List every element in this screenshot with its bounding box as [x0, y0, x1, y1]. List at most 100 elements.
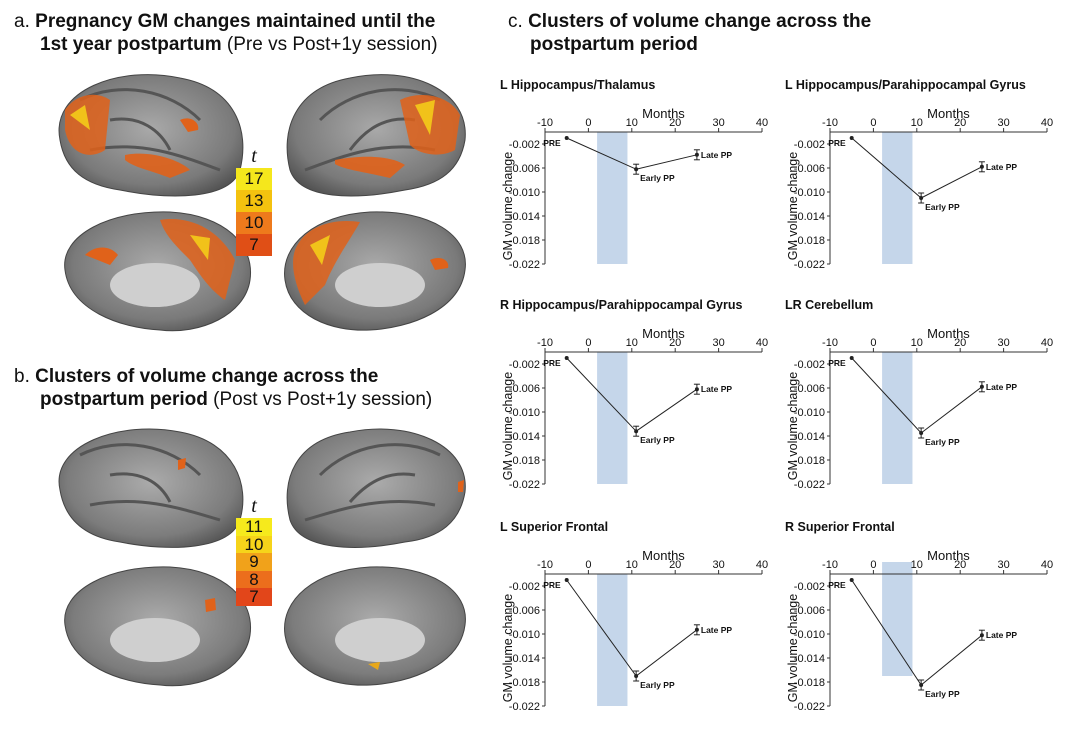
panel-a-scale-value: 10 [236, 212, 272, 234]
chart-svg: Months -10 0 10 20 30 40 -0.002 -0.006 -0.010 -0.0… [501, 548, 768, 713]
x-tick-label: 10 [911, 337, 923, 349]
point-label: Late PP [986, 382, 1018, 392]
x-tick-label: 0 [870, 337, 876, 349]
series-line [851, 357, 983, 434]
y-tick-label: -0.002 [794, 139, 825, 151]
y-tick-label: -0.014 [794, 211, 825, 223]
chart-svg: Months -10 0 10 20 30 40 -0.002 -0.006 -0.010 -0.0… [501, 106, 768, 271]
y-tick-label: -0.010 [509, 407, 540, 419]
data-point [694, 152, 699, 157]
y-tick-label: -0.022 [794, 701, 825, 713]
shaded-period [597, 352, 628, 484]
panel-b-title: b. Clusters of volume change across the … [14, 365, 432, 411]
data-point [634, 674, 639, 678]
x-axis-label: Months [642, 106, 685, 121]
chart-r-hippocampus-parahippocampal: R Hippocampus/Parahippocampal Gyrus Month… [500, 298, 770, 498]
data-point [849, 356, 854, 360]
x-tick-label: 40 [756, 337, 768, 349]
panel-c-title: c. Clusters of volume change across the … [508, 10, 871, 56]
series-line [566, 137, 698, 170]
data-point [694, 627, 699, 632]
series-line [566, 357, 698, 432]
x-axis-label: Months [642, 548, 685, 563]
x-tick-label: 30 [997, 337, 1009, 349]
x-tick-label: 0 [870, 117, 876, 129]
panel-b-title-bold2: postpartum period [40, 389, 208, 410]
x-tick-label: 40 [756, 559, 768, 571]
y-tick-label: -0.002 [509, 581, 540, 593]
x-tick-label: 40 [756, 117, 768, 129]
point-label: Late PP [986, 630, 1018, 640]
data-point [634, 167, 639, 172]
shaded-period [882, 562, 913, 676]
chart-l-hippocampus-parahippocampal: L Hippocampus/Parahippocampal Gyrus Month… [785, 78, 1055, 278]
panel-b-scale-value: 7 [236, 588, 272, 606]
chart-svg: Months -10 0 10 20 30 40 -0.002 -0.006 -0.010 -0.0… [501, 326, 768, 491]
x-tick-label: 40 [1041, 559, 1053, 571]
y-axis-label: GM volume change [786, 594, 800, 702]
x-tick-label: 30 [997, 117, 1009, 129]
chart-title: L Hippocampus/Parahippocampal Gyrus [785, 78, 1026, 92]
data-point [849, 578, 854, 582]
y-axis-label: GM volume change [501, 594, 515, 702]
x-axis-label: Months [927, 548, 970, 563]
series-line [566, 579, 698, 677]
x-tick-label: 20 [669, 117, 681, 129]
y-tick-label: -0.022 [509, 259, 540, 271]
y-tick-label: -0.014 [509, 211, 540, 223]
y-tick-label: -0.010 [794, 629, 825, 641]
shaded-period [597, 132, 628, 264]
point-label: Early PP [925, 202, 960, 212]
x-tick-label: 20 [669, 337, 681, 349]
x-tick-label: 0 [870, 559, 876, 571]
point-label: Late PP [701, 625, 733, 635]
point-label: PRE [828, 358, 846, 368]
x-tick-label: 40 [1041, 337, 1053, 349]
y-tick-label: -0.018 [509, 677, 540, 689]
chart-lr-cerebellum: LR Cerebellum Months -10 0 10 20 30 40 -0.002 -0.… [785, 298, 1055, 498]
y-tick-label: -0.018 [509, 455, 540, 467]
y-tick-label: -0.002 [509, 359, 540, 371]
data-point [919, 431, 924, 435]
x-tick-label: -10 [822, 117, 838, 129]
y-tick-label: -0.018 [509, 235, 540, 247]
chart-title: R Hippocampus/Parahippocampal Gyrus [500, 298, 743, 312]
y-tick-label: -0.018 [794, 235, 825, 247]
panel-a-brain-renders [50, 60, 480, 345]
panel-c-title-bold: Clusters of volume change across the [528, 11, 872, 32]
y-tick-label: -0.010 [509, 187, 540, 199]
point-label: PRE [828, 138, 846, 148]
point-label: PRE [543, 580, 561, 590]
panel-b-brain-image [58, 428, 466, 687]
panel-b-title-bold: Clusters of volume change across the [35, 366, 379, 387]
panel-a-title-bold2: 1st year postpartum [40, 34, 222, 55]
y-tick-label: -0.006 [509, 605, 540, 617]
chart-svg: Months -10 0 10 20 30 40 -0.002 -0.006 -0.010 -0.0… [786, 548, 1053, 713]
x-tick-label: 20 [954, 337, 966, 349]
x-tick-label: 30 [997, 559, 1009, 571]
chart-title: LR Cerebellum [785, 298, 874, 312]
panel-b-scale-value: 8 [236, 570, 272, 588]
y-tick-label: -0.010 [509, 629, 540, 641]
point-label: Early PP [640, 680, 675, 690]
y-tick-label: -0.006 [509, 163, 540, 175]
x-tick-label: 10 [911, 117, 923, 129]
y-tick-label: -0.022 [794, 259, 825, 271]
point-label: Late PP [986, 162, 1018, 172]
x-tick-label: 0 [585, 559, 591, 571]
y-tick-label: -0.022 [509, 479, 540, 491]
x-axis-label: Months [927, 326, 970, 341]
panel-a-title: a. Pregnancy GM changes maintained until… [14, 10, 438, 56]
x-tick-label: -10 [822, 559, 838, 571]
panel-b-brain-renders [50, 420, 480, 710]
data-point [694, 387, 699, 392]
point-label: Early PP [925, 689, 960, 699]
data-point [979, 384, 984, 389]
data-point [979, 164, 984, 169]
panel-a-title-bold: Pregnancy GM changes maintained until th… [35, 11, 436, 32]
x-tick-label: 30 [712, 337, 724, 349]
point-label: PRE [543, 358, 561, 368]
x-axis-label: Months [642, 326, 685, 341]
y-tick-label: -0.014 [794, 431, 825, 443]
data-point [564, 356, 569, 360]
